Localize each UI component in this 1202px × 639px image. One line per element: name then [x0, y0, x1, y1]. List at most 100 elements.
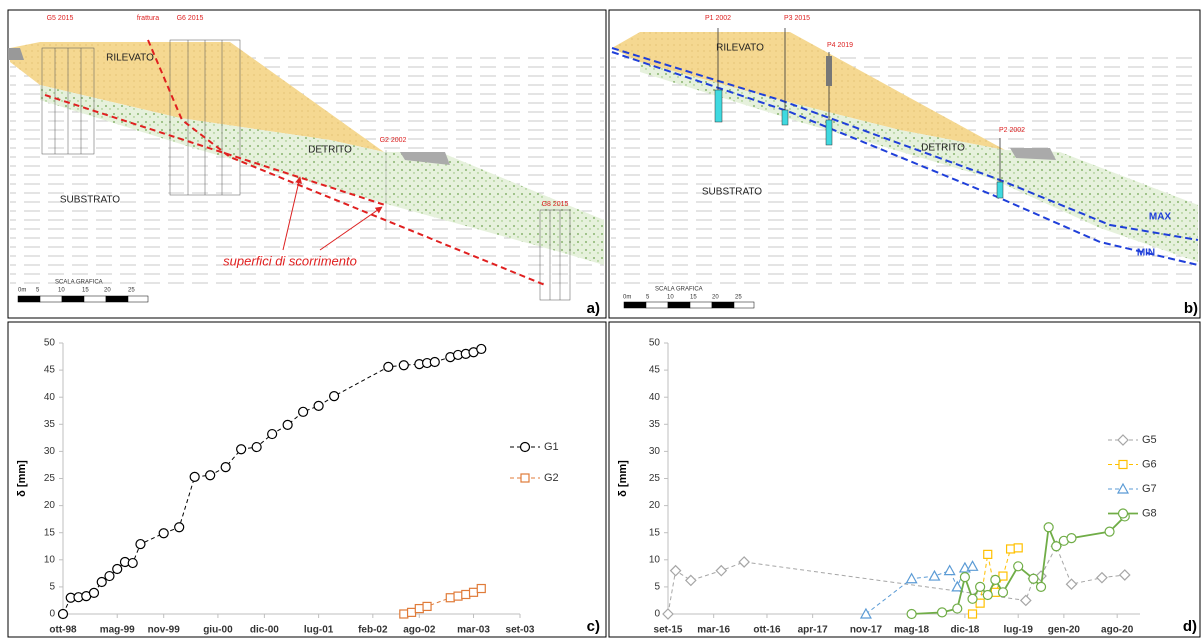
figure: G5 20 15 frattura G6 2015 G2 2002 G8 20 15… — [0, 0, 1202, 639]
marker — [477, 585, 485, 593]
marker — [968, 594, 977, 603]
marker — [415, 605, 423, 613]
marker — [97, 578, 106, 587]
x-tick-label: dic-18 — [950, 625, 979, 636]
marker — [59, 610, 68, 619]
borehole-label: P4 2019 — [827, 42, 853, 49]
legend-label: G5 — [1142, 434, 1157, 446]
marker — [470, 588, 478, 596]
marker — [1037, 582, 1046, 591]
x-tick-label: feb-02 — [358, 625, 388, 636]
scale-tick: 0m — [623, 295, 631, 301]
x-tick-label: ago-02 — [403, 625, 436, 636]
marker — [299, 407, 308, 416]
x-tick-label: apr-17 — [798, 625, 828, 636]
marker — [330, 392, 339, 401]
scale-title: SCALA GRAFICA — [655, 287, 703, 293]
scale-tick: 10 — [667, 295, 674, 301]
marker — [1105, 527, 1114, 536]
y-tick-label: 20 — [44, 500, 56, 511]
borehole-label: G6 2015 — [177, 15, 204, 22]
marker — [976, 582, 985, 591]
borehole-casing — [826, 56, 832, 86]
unit-label: DETRITO — [308, 145, 352, 156]
x-tick-label: ott-98 — [49, 625, 77, 636]
y-tick-label: 40 — [649, 392, 661, 403]
legend-marker — [1119, 461, 1127, 469]
y-axis-label: δ [mm] — [617, 460, 629, 497]
scale-tick: 10 — [58, 288, 65, 294]
x-tick-label: set-03 — [506, 625, 535, 636]
marker — [984, 550, 992, 558]
marker — [206, 471, 215, 480]
panel-a: G5 2015 frattura G6 2015 G2 2002 G8 2015… — [8, 10, 606, 318]
x-tick-label: ago-20 — [1101, 625, 1134, 636]
legend-label: G8 — [1142, 507, 1157, 519]
unit-label: DETRITO — [921, 143, 965, 154]
marker — [136, 540, 145, 549]
water-level-label: MIN — [1137, 248, 1155, 259]
y-tick-label: 50 — [649, 338, 661, 349]
scale-bar — [624, 302, 754, 308]
legend-label: G1 — [544, 441, 559, 453]
y-tick-label: 35 — [649, 419, 661, 430]
marker — [423, 602, 431, 610]
fracture-label: frattura — [137, 15, 159, 22]
panel-label: a) — [587, 300, 600, 317]
x-tick-label: giu-00 — [203, 625, 233, 636]
marker — [1014, 562, 1023, 571]
y-tick-label: 25 — [649, 473, 661, 484]
x-tick-label: nov-17 — [850, 625, 883, 636]
unit-label: SUBSTRATO — [60, 195, 120, 206]
unit-label: RILEVATO — [716, 43, 764, 54]
marker — [1044, 523, 1053, 532]
marker — [1067, 534, 1076, 543]
y-tick-label: 40 — [44, 392, 56, 403]
panel-label: b) — [1184, 300, 1198, 317]
y-tick-label: 5 — [49, 582, 55, 593]
marker — [408, 608, 416, 616]
y-tick-label: 50 — [44, 338, 56, 349]
slip-label: superfici di scorrimento — [223, 253, 357, 268]
marker — [105, 572, 114, 581]
marker — [1029, 574, 1038, 583]
y-tick-label: 15 — [649, 527, 661, 538]
borehole-label: P3 2015 — [784, 15, 810, 22]
y-tick-label: 5 — [654, 582, 660, 593]
marker — [998, 588, 1007, 597]
x-tick-label: mar-03 — [457, 625, 490, 636]
y-axis-label: δ [mm] — [16, 460, 28, 497]
scale-title: SCALA GRAFICA — [55, 280, 103, 286]
marker — [159, 529, 168, 538]
marker — [454, 592, 462, 600]
water-level-label: MAX — [1149, 212, 1172, 223]
y-tick-label: 35 — [44, 419, 56, 430]
y-tick-label: 15 — [44, 527, 56, 538]
marker — [190, 472, 199, 481]
marker — [252, 443, 261, 452]
x-tick-label: mag-99 — [100, 625, 135, 636]
panel-frame — [609, 322, 1200, 637]
marker — [477, 344, 486, 353]
marker — [400, 610, 408, 618]
borehole-label: P1 2002 — [705, 15, 731, 22]
marker — [462, 590, 470, 598]
borehole-label: G2 2002 — [380, 137, 407, 144]
legend-marker — [521, 474, 529, 482]
scale-bar — [18, 296, 148, 302]
borehole-label: P2 2002 — [999, 127, 1025, 134]
marker — [314, 401, 323, 410]
y-tick-label: 10 — [649, 554, 661, 565]
marker — [953, 604, 962, 613]
scale-tick: 20 — [104, 288, 111, 294]
marker — [960, 573, 969, 582]
y-tick-label: 45 — [649, 365, 661, 376]
marker — [237, 445, 246, 454]
y-tick-label: 10 — [44, 554, 56, 565]
x-tick-label: nov-99 — [148, 625, 181, 636]
piezometer-cell — [782, 110, 788, 125]
scale-tick: 20 — [712, 295, 719, 301]
x-tick-label: set-15 — [654, 625, 683, 636]
marker — [969, 610, 977, 618]
marker — [283, 420, 292, 429]
